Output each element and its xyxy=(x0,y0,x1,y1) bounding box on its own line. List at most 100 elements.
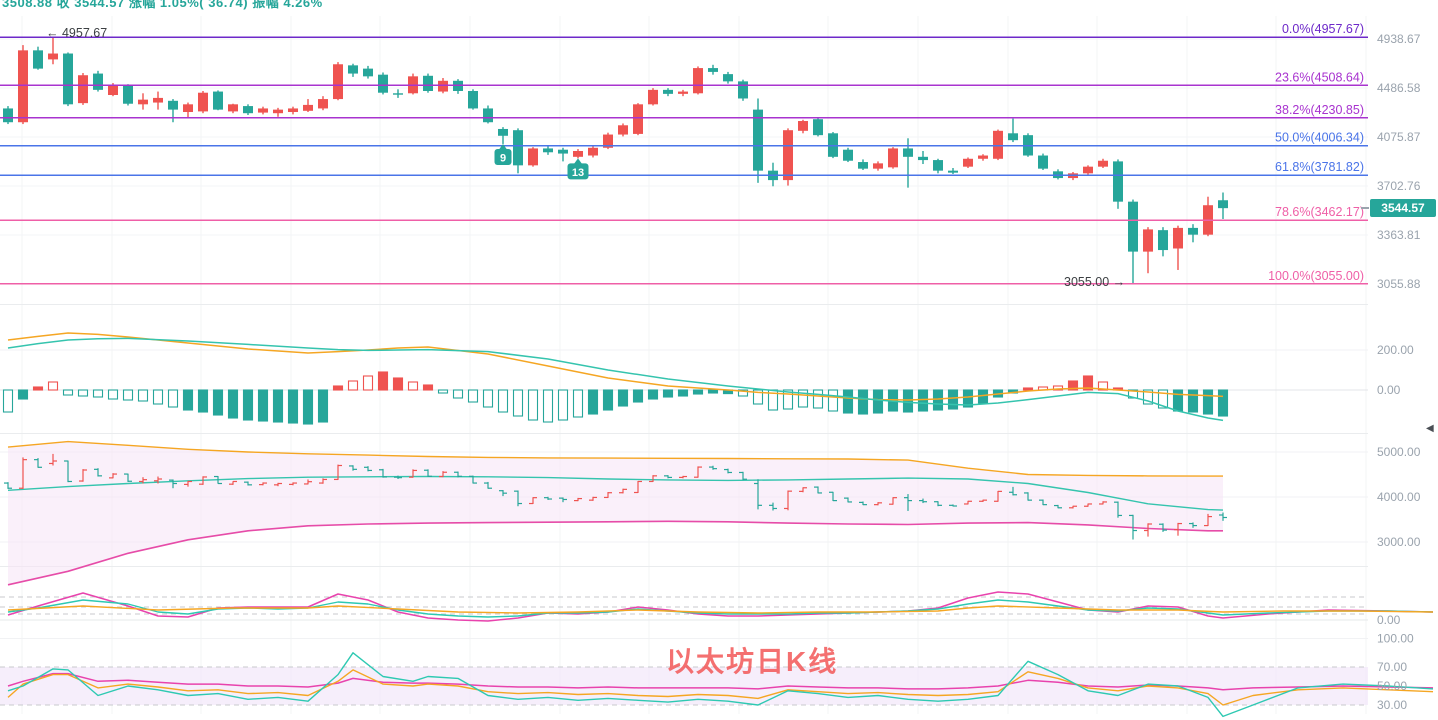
td-badge-arrow xyxy=(499,143,507,150)
candle-body xyxy=(528,148,538,166)
fib-label: 100.0%(3055.00) xyxy=(1268,269,1364,283)
macd-hist-bar xyxy=(812,389,824,409)
macd-hist-bar xyxy=(347,380,359,391)
candle-body xyxy=(1158,230,1168,251)
candle-body xyxy=(588,147,598,156)
macd-hist-bar xyxy=(1172,389,1184,412)
candle-body xyxy=(213,91,223,110)
candle-body xyxy=(183,104,193,113)
candle-body xyxy=(123,85,133,104)
candle-body xyxy=(663,89,673,94)
macd-hist-bar xyxy=(962,389,974,408)
candle-body xyxy=(558,149,568,154)
candle-body xyxy=(963,158,973,167)
candle-body xyxy=(1143,229,1153,252)
macd-hist-bar xyxy=(392,377,404,391)
candle-body xyxy=(678,91,688,94)
candle-body xyxy=(1218,200,1228,209)
macd-hist-bar xyxy=(1082,375,1094,391)
candle-body xyxy=(738,81,748,99)
macd-hist-bar xyxy=(332,385,344,391)
candle-body xyxy=(303,104,313,111)
candle-body xyxy=(618,125,628,135)
candle-body xyxy=(318,99,328,109)
y-axis-label: 3363.81 xyxy=(1377,228,1421,242)
macd-hist-bar xyxy=(617,389,629,407)
macd-hist-bar xyxy=(677,389,689,397)
y-axis-label: 4938.67 xyxy=(1377,32,1421,46)
macd-hist-bar xyxy=(1217,389,1229,417)
collapse-arrow-icon[interactable]: ◀ xyxy=(1426,423,1434,434)
fib-label: 0.0%(4957.67) xyxy=(1282,22,1364,36)
fib-label: 23.6%(4508.64) xyxy=(1275,70,1364,84)
candle-body xyxy=(693,68,703,94)
candle-body xyxy=(648,89,658,105)
y-axis-label: 30.00 xyxy=(1377,698,1407,712)
candle-body xyxy=(1128,201,1138,252)
boll-band-fill xyxy=(8,441,1223,585)
macd-hist-bar xyxy=(377,371,389,391)
macd-hist-bar xyxy=(1052,385,1064,391)
macd-hist-bar xyxy=(1067,380,1079,391)
candle-body xyxy=(1188,227,1198,235)
macd-hist-bar xyxy=(62,389,74,396)
macd-hist-bar xyxy=(272,389,284,423)
last-price-tick xyxy=(1361,207,1369,210)
macd-hist-bar xyxy=(452,389,464,399)
macd-hist-bar xyxy=(407,381,419,391)
macd-hist-bar xyxy=(137,389,149,402)
candle-body xyxy=(498,128,508,136)
macd-dea-line xyxy=(7,337,1224,422)
wr-orange-line xyxy=(7,669,1434,706)
candle-body xyxy=(858,162,868,169)
macd-hist-bar xyxy=(827,389,839,412)
macd-hist-bar xyxy=(257,389,269,422)
candle-body xyxy=(258,108,268,113)
osc-magenta-line xyxy=(7,591,1434,622)
candle-body xyxy=(63,53,73,105)
y-axis-label: 3702.76 xyxy=(1377,179,1421,193)
macd-hist-bar xyxy=(167,389,179,408)
candle-body xyxy=(978,155,988,159)
macd-hist-bar xyxy=(572,389,584,418)
y-axis-label: 70.00 xyxy=(1377,660,1407,674)
low-price-text: 3055.00 xyxy=(1064,274,1110,289)
candle-body xyxy=(33,50,43,69)
candle-body xyxy=(198,92,208,112)
macd-hist-bar xyxy=(497,389,509,413)
candle-body xyxy=(378,74,388,93)
candle-body xyxy=(1038,155,1048,169)
macd-hist-bar xyxy=(182,389,194,411)
candle-body xyxy=(138,99,148,105)
left-arrow-icon: ← xyxy=(46,26,59,41)
candle-body xyxy=(393,93,403,95)
macd-hist-bar xyxy=(947,389,959,410)
y-axis-label: 3000.00 xyxy=(1377,535,1421,549)
td-badge-label: 13 xyxy=(572,167,584,179)
macd-hist-bar xyxy=(47,381,59,391)
macd-hist-bar xyxy=(692,389,704,395)
candle-body xyxy=(48,53,58,60)
candle-body xyxy=(783,130,793,181)
macd-hist-bar xyxy=(662,389,674,398)
candle-body xyxy=(363,68,373,77)
candle-body xyxy=(888,148,898,168)
candle-body xyxy=(798,121,808,131)
candle-body xyxy=(423,75,433,91)
macd-hist-bar xyxy=(512,389,524,417)
candle-body xyxy=(153,97,163,103)
fib-label: 61.8%(3781.82) xyxy=(1275,160,1364,174)
td-badge xyxy=(567,163,589,180)
macd-hist-bar xyxy=(1187,389,1199,413)
y-axis-label: 0.00 xyxy=(1377,613,1401,627)
candle-body xyxy=(753,109,763,171)
candle-body xyxy=(843,149,853,161)
candle-body xyxy=(1113,161,1123,202)
macd-hist-bar xyxy=(542,389,554,423)
macd-hist-bar xyxy=(647,389,659,400)
candle-body xyxy=(18,50,28,123)
candle-body xyxy=(78,75,88,104)
fib-label: 38.2%(4230.85) xyxy=(1275,103,1364,117)
